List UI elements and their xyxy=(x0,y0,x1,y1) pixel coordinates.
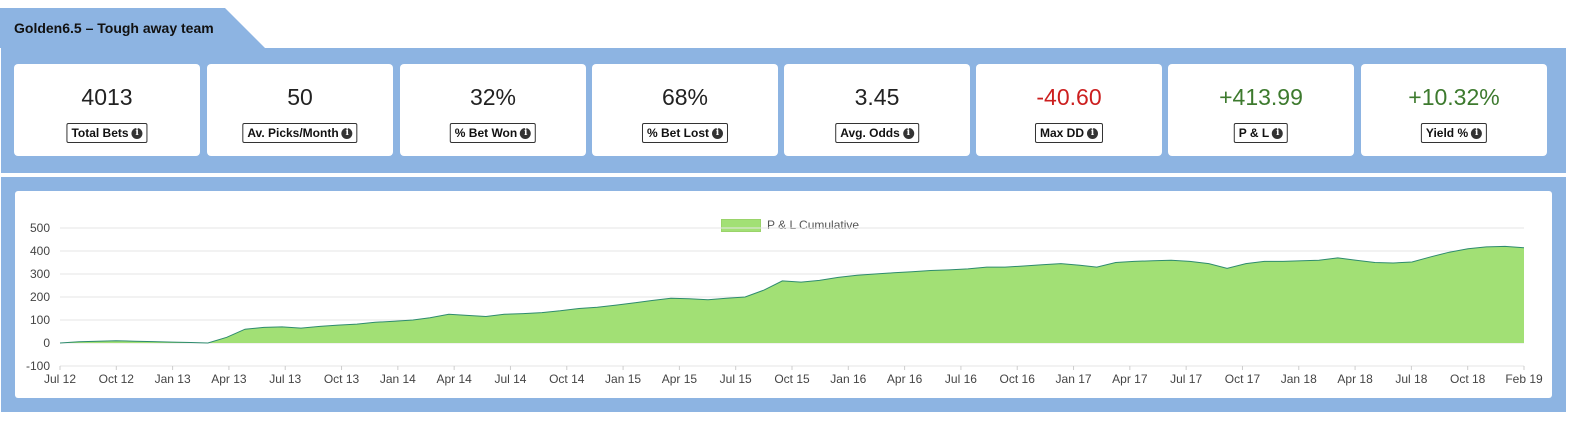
stat-value: 4013 xyxy=(81,84,133,110)
stat-label-text: % Bet Lost xyxy=(646,126,710,140)
x-tick-label: Apr 18 xyxy=(1337,372,1373,386)
x-tick-label: Apr 16 xyxy=(887,372,923,386)
pl-line xyxy=(59,245,1525,344)
stat-label-text: Total Bets xyxy=(71,126,129,140)
stat-card: 3.45 Avg. Odds i xyxy=(784,64,970,156)
stats-band: 4013 Total Bets i 50 Av. Picks/Month i 32%% Be… xyxy=(1,48,1566,173)
stat-label-text: P & L xyxy=(1238,126,1270,140)
x-tick-label: Jul 17 xyxy=(1170,372,1202,386)
stat-label[interactable]: Av. Picks/Month i xyxy=(242,123,358,143)
x-tick-label: Jan 13 xyxy=(155,372,191,386)
info-circle-icon[interactable]: i xyxy=(1087,127,1099,139)
x-tick-label: Oct 12 xyxy=(99,372,135,386)
x-tick-label: Apr 17 xyxy=(1112,372,1148,386)
x-tick-label: Apr 14 xyxy=(436,372,472,386)
y-tick-label: 200 xyxy=(30,290,50,304)
stat-value: +10.32% xyxy=(1408,84,1500,110)
x-tick-label: Oct 13 xyxy=(324,372,360,386)
page-title: Golden6.5 – Tough away team xyxy=(0,8,265,48)
stat-value: 32% xyxy=(469,84,517,110)
info-circle-icon[interactable]: i xyxy=(520,127,532,139)
info-circle-icon[interactable]: i xyxy=(902,127,914,139)
x-tick-label: Jul 15 xyxy=(720,372,752,386)
stat-label[interactable]: Yield % i xyxy=(1420,123,1488,143)
x-tick-label: Jul 14 xyxy=(494,372,526,386)
x-tick-label: Jan 16 xyxy=(830,372,866,386)
stat-label[interactable]: Avg. Odds i xyxy=(835,123,919,143)
y-tick-label: 0 xyxy=(43,336,50,350)
x-tick-label: Jul 13 xyxy=(269,372,301,386)
pl-area xyxy=(60,246,1524,343)
x-tick-label: Jul 16 xyxy=(945,372,977,386)
x-tick-label: Jan 14 xyxy=(380,372,416,386)
x-tick-label: Apr 15 xyxy=(662,372,698,386)
stat-card: 4013 Total Bets i xyxy=(14,64,200,156)
stat-label-text: % Bet Won xyxy=(454,126,518,140)
y-tick-label: 300 xyxy=(30,267,50,281)
x-tick-label: Oct 14 xyxy=(549,372,585,386)
info-circle-icon[interactable]: i xyxy=(1272,127,1284,139)
x-tick-label: Oct 18 xyxy=(1450,372,1486,386)
info-circle-icon[interactable]: i xyxy=(712,127,724,139)
chart-card: P & L Cumulative 500 400 300 200 100 0 -100 Jul… xyxy=(15,191,1552,398)
stat-label[interactable]: % Bet Lost i xyxy=(641,123,729,143)
stat-label-text: Av. Picks/Month xyxy=(247,126,339,140)
x-tick-label: Feb 19 xyxy=(1505,372,1543,386)
x-tick-label: Apr 13 xyxy=(211,372,247,386)
stat-card: 32% % Bet Won i xyxy=(400,64,586,156)
page-title-text: Golden6.5 – Tough away team xyxy=(14,20,214,36)
stat-value: +413.99 xyxy=(1219,84,1303,110)
x-tick-label: Jan 15 xyxy=(605,372,641,386)
stat-card: +10.32% Yield % i xyxy=(1361,64,1547,156)
info-circle-icon[interactable]: i xyxy=(341,127,353,139)
y-tick-label: 400 xyxy=(30,244,50,258)
stat-label-text: Yield % xyxy=(1425,126,1469,140)
stat-card: 50 Av. Picks/Month i xyxy=(207,64,393,156)
y-tick-label: -100 xyxy=(26,359,50,373)
x-tick-label: Oct 15 xyxy=(774,372,810,386)
info-circle-icon[interactable]: i xyxy=(131,127,143,139)
stat-value: 68% xyxy=(661,84,709,110)
x-tick-label: Jan 17 xyxy=(1056,372,1092,386)
stat-value: -40.60 xyxy=(1036,84,1102,110)
stat-label[interactable]: Max DD i xyxy=(1034,123,1104,143)
stat-card: -40.60 Max DD i xyxy=(976,64,1162,156)
y-tick-label: 500 xyxy=(30,221,50,235)
stat-label[interactable]: % Bet Won i xyxy=(449,123,537,143)
info-circle-icon[interactable]: i xyxy=(1471,127,1483,139)
chart-band: P & L Cumulative 500 400 300 200 100 0 -100 Jul… xyxy=(1,177,1566,412)
x-tick-label: Oct 17 xyxy=(1225,372,1261,386)
x-tick-label: Jul 12 xyxy=(44,372,76,386)
x-tick-label: Jan 18 xyxy=(1281,372,1317,386)
stat-label[interactable]: Total Bets i xyxy=(66,123,148,143)
x-tick-label: Oct 16 xyxy=(1000,372,1036,386)
stat-label-text: Avg. Odds xyxy=(840,126,900,140)
x-tick-label: Jul 18 xyxy=(1395,372,1427,386)
stat-label-text: Max DD xyxy=(1039,126,1085,140)
y-tick-label: 100 xyxy=(30,313,50,327)
stat-card: 68% % Bet Lost i xyxy=(592,64,778,156)
stat-value: 50 xyxy=(287,84,313,110)
stat-value: 3.45 xyxy=(854,84,900,110)
